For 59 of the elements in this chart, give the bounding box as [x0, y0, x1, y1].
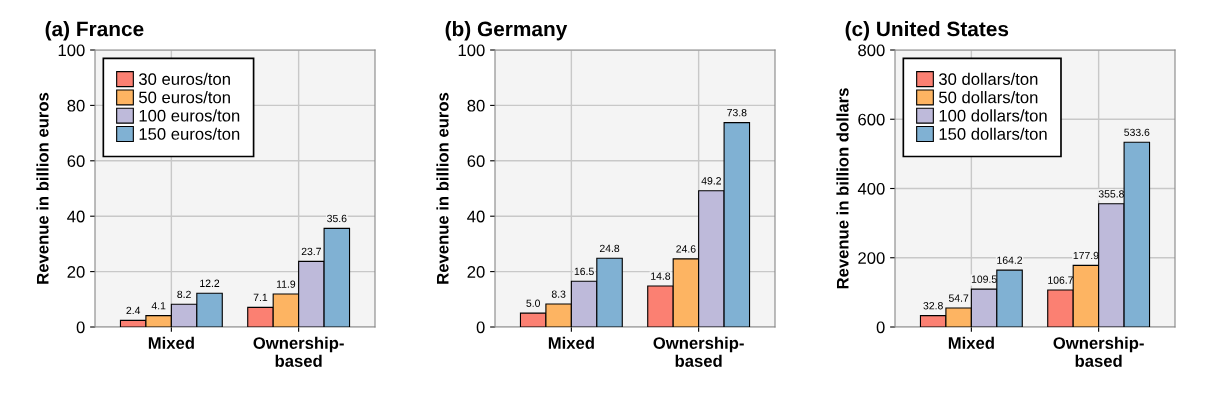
data-label: 533.6	[1124, 128, 1150, 137]
y-tick-label: 40	[67, 210, 85, 223]
y-axis-title: Revenue in billion euros	[36, 92, 49, 284]
x-tick-label: Ownership- based	[1053, 336, 1144, 367]
legend-label: 100 euros/ton	[139, 109, 240, 122]
data-label: 35.6	[327, 214, 347, 223]
data-label: 32.8	[923, 302, 943, 310]
y-tick-label: 80	[467, 99, 485, 112]
data-label: 16.5	[574, 267, 594, 276]
y-tick-label: 40	[467, 210, 485, 223]
y-tick-label: 100	[58, 44, 85, 57]
y-tick-label: 100	[458, 44, 485, 57]
data-label: 54.7	[948, 294, 969, 302]
chart-title: (c) United States	[845, 21, 1009, 41]
y-tick-label: 400	[857, 182, 885, 195]
data-label: 106.7	[1048, 276, 1073, 284]
data-label: 2.4	[126, 306, 141, 315]
x-tick-label: Ownership- based	[653, 336, 744, 367]
data-label: 164.2	[997, 256, 1023, 264]
y-tick-label: 60	[67, 155, 85, 167]
data-label: 8.2	[177, 290, 191, 299]
data-label: 23.7	[301, 247, 321, 256]
data-label: 14.8	[651, 272, 671, 280]
legend-label: 30 dollars/ton	[938, 72, 1038, 85]
y-tick-label: 0	[76, 321, 85, 334]
y-tick-label: 80	[67, 99, 85, 112]
y-tick-label: 0	[476, 321, 485, 334]
chart-title: (b) Germany	[445, 21, 568, 41]
data-label: 355.8	[1098, 190, 1124, 198]
data-label: 5.0	[526, 299, 541, 307]
data-label: 24.8	[599, 244, 620, 253]
y-tick-label: 60	[467, 155, 485, 167]
data-label: 73.8	[727, 108, 747, 117]
x-tick-label: Ownership- based	[253, 336, 344, 367]
y-tick-label: 800	[858, 44, 885, 57]
data-label: 24.6	[676, 245, 696, 253]
legend-label: 100 dollars/ton	[939, 109, 1047, 122]
x-tick-label: Mixed	[548, 336, 594, 349]
legend-label: 50 euros/ton	[139, 91, 230, 104]
x-tick-label: Mixed	[948, 336, 994, 349]
y-axis-title: Revenue in billion dollars	[836, 88, 849, 289]
y-tick-label: 600	[858, 113, 885, 126]
y-tick-label: 0	[876, 321, 885, 334]
y-tick-label: 20	[467, 266, 485, 278]
data-label: 49.2	[701, 177, 721, 185]
legend-label: 50 dollars/ton	[939, 91, 1038, 104]
legend-label: 150 dollars/ton	[939, 127, 1047, 140]
y-tick-label: 200	[858, 252, 885, 264]
data-label: 7.1	[253, 293, 268, 301]
data-label: 4.1	[151, 302, 166, 310]
x-tick-label: Mixed	[148, 336, 194, 349]
data-label: 11.9	[276, 280, 296, 288]
legend-label: 150 euros/ton	[139, 127, 240, 140]
y-axis-title: Revenue in billion euros	[436, 92, 449, 284]
data-label: 12.2	[200, 279, 220, 287]
y-tick-label: 20	[67, 266, 85, 278]
legend-label: 30 euros/ton	[138, 72, 230, 85]
data-label: 8.3	[551, 290, 566, 298]
chart-title: (a) France	[45, 21, 144, 41]
